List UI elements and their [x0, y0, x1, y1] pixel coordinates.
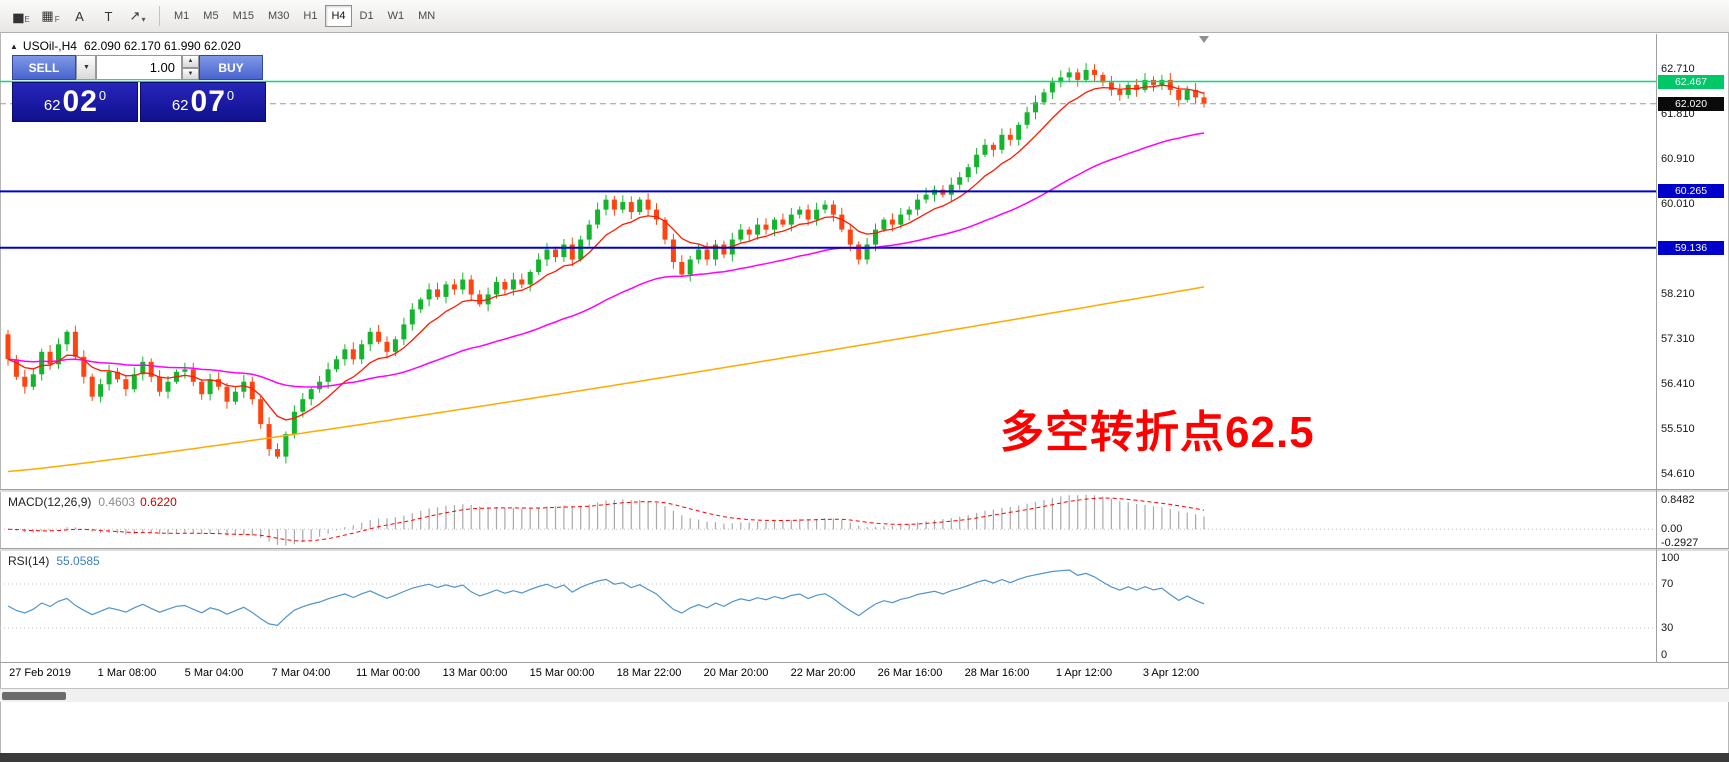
time-axis-label: 26 Mar 16:00	[877, 667, 943, 679]
price-axis-label: 60.910	[1661, 153, 1695, 165]
price-axis-separator	[1656, 34, 1657, 662]
time-axis-label: 1 Mar 08:00	[97, 667, 157, 679]
main-chart-canvas[interactable]	[0, 34, 1729, 489]
volume-increase-button[interactable]: ▲	[182, 55, 199, 68]
symbol-timeframe: USOil-,H4	[22, 39, 77, 53]
grid-template-icon[interactable]: ▦ F	[37, 4, 64, 28]
sell-price-big: 02	[62, 85, 98, 118]
chart-title: ▲ USOil-,H4 62.090 62.170 61.990 62.020	[10, 39, 241, 53]
buy-price-sup: 0	[226, 88, 235, 103]
price-axis-label: 58.210	[1661, 288, 1695, 300]
time-axis-label: 11 Mar 00:00	[355, 667, 421, 679]
price-tag-62.467: 62.467	[1658, 75, 1724, 89]
macd-signal-value: 0.6220	[140, 495, 177, 509]
macd-main-value: 0.4603	[98, 495, 136, 509]
time-axis-label: 15 Mar 00:00	[529, 667, 595, 679]
timeframe-bar: M1 M5 M15 M30 H1 H4 D1 W1 MN	[168, 5, 441, 27]
indicator-axis-label: 70	[1661, 578, 1674, 590]
time-axis-label: 28 Mar 16:00	[964, 667, 1030, 679]
time-axis-label: 27 Feb 2019	[9, 667, 71, 679]
toolbar-icons: ▅ E ▦ F A T ↗ ▾	[8, 4, 151, 28]
indicator-axis-label: 0.8482	[1661, 494, 1695, 506]
price-axis-label: 60.010	[1661, 198, 1695, 210]
chart-annotation-text: 多空转折点62.5	[1000, 408, 1315, 457]
time-axis-label: 22 Mar 20:00	[790, 667, 856, 679]
timeframe-button-m30[interactable]: M30	[262, 5, 295, 27]
collapse-icon[interactable]: ▲	[10, 42, 18, 51]
indicator-axis-label: 0.00	[1661, 523, 1683, 535]
scrollbar-thumb[interactable]	[2, 692, 66, 700]
top-toolbar: ▅ E ▦ F A T ↗ ▾ M1 M5 M15 M30 H1 H4 D1 W1 MN	[0, 0, 1729, 33]
rsi-pane-canvas[interactable]	[0, 551, 1729, 661]
buy-price-big: 07	[190, 85, 226, 118]
volume-input[interactable]: 1.00	[96, 55, 182, 80]
trade-controls-row: SELL ▼ 1.00 ▲ ▼ BUY	[12, 55, 268, 80]
horizontal-scrollbar[interactable]	[0, 688, 1729, 702]
buy-button[interactable]: BUY	[199, 55, 263, 80]
price-tag-60.265: 60.265	[1658, 184, 1724, 198]
sell-price-prefix: 62	[43, 97, 61, 114]
price-axis-label: 54.610	[1661, 468, 1695, 480]
indicator-axis-label: -0.2927	[1661, 537, 1699, 549]
buy-price-prefix: 62	[171, 97, 189, 114]
indicator-axis-label: 0	[1661, 649, 1668, 661]
price-axis-label: 57.310	[1661, 333, 1695, 345]
time-axis-label: 13 Mar 00:00	[442, 667, 508, 679]
price-tag-59.136: 59.136	[1658, 241, 1724, 255]
time-axis-label: 20 Mar 20:00	[703, 667, 769, 679]
timeframe-button-m15[interactable]: M15	[227, 5, 260, 27]
toolbar-separator	[159, 6, 160, 26]
indicator-axis-label: 100	[1661, 552, 1680, 564]
pane-divider-rsi[interactable]	[0, 548, 1729, 551]
price-tag-62.020: 62.020	[1658, 97, 1724, 111]
timeframe-button-d1[interactable]: D1	[354, 5, 380, 27]
timeframe-button-h4[interactable]: H4	[325, 5, 352, 27]
timeframe-button-m5[interactable]: M5	[197, 5, 224, 27]
rsi-name: RSI(14)	[8, 554, 50, 568]
chart-expert-icon[interactable]: ▅ E	[8, 4, 35, 28]
one-click-trading-panel: SELL ▼ 1.00 ▲ ▼ BUY 62 02 0 62 07 0	[12, 55, 268, 122]
price-axis-label: 56.410	[1661, 378, 1695, 390]
sell-price-display[interactable]: 62 02 0	[12, 82, 138, 122]
sell-price-sup: 0	[98, 88, 107, 103]
time-axis-label: 1 Apr 12:00	[1055, 667, 1113, 679]
pane-divider-macd[interactable]	[0, 489, 1729, 492]
time-axis-label: 18 Mar 22:00	[616, 667, 682, 679]
price-axis-label: 61.810	[1661, 108, 1695, 120]
price-axis-label: 62.710	[1661, 63, 1695, 75]
timeframe-button-w1[interactable]: W1	[382, 5, 411, 27]
macd-label: MACD(12,26,9) 0.4603 0.6220	[8, 495, 177, 509]
timeframe-button-h1[interactable]: H1	[297, 5, 323, 27]
time-axis-label: 3 Apr 12:00	[1142, 667, 1200, 679]
sell-button[interactable]: SELL	[12, 55, 76, 80]
chart-shift-marker[interactable]	[1199, 36, 1209, 43]
rsi-value: 55.0585	[56, 554, 100, 568]
indicator-axis-label: 30	[1661, 622, 1674, 634]
trade-prices-row: 62 02 0 62 07 0	[12, 82, 268, 122]
chart-bottom-border	[0, 662, 1729, 663]
price-axis-label: 55.510	[1661, 423, 1695, 435]
timeframe-button-m1[interactable]: M1	[168, 5, 195, 27]
macd-name: MACD(12,26,9)	[8, 495, 92, 509]
macd-pane-canvas[interactable]	[0, 492, 1729, 548]
time-axis-label: 7 Mar 04:00	[271, 667, 331, 679]
font-a-icon[interactable]: A	[66, 4, 93, 28]
ohlc-readout: 62.090 62.170 61.990 62.020	[83, 39, 241, 53]
bottom-window-edge	[0, 753, 1729, 762]
time-axis[interactable]: 27 Feb 2019 1 Mar 08:00 5 Mar 04:00 7 Mar 0…	[0, 664, 1729, 686]
timeframe-button-mn[interactable]: MN	[412, 5, 441, 27]
buy-price-display[interactable]: 62 07 0	[140, 82, 266, 122]
draw-tools-dropdown-icon[interactable]: ↗ ▾	[124, 4, 151, 28]
text-label-icon[interactable]: T	[95, 4, 122, 28]
trade-options-dropdown[interactable]: ▼	[76, 55, 96, 80]
time-axis-label: 5 Mar 04:00	[184, 667, 244, 679]
rsi-label: RSI(14) 55.0585	[8, 554, 100, 568]
volume-stepper: ▲ ▼	[182, 55, 199, 80]
volume-decrease-button[interactable]: ▼	[182, 67, 199, 80]
